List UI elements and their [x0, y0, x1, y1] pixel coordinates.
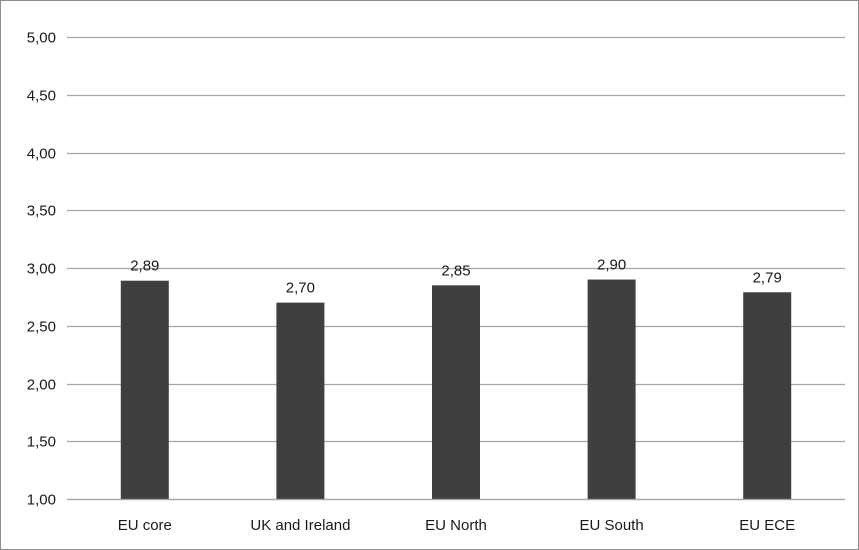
- bar: [587, 279, 636, 499]
- bar: [432, 285, 480, 499]
- bar: [120, 280, 169, 499]
- data-label: 2,89: [130, 258, 159, 275]
- y-tick-label: 1,50: [27, 434, 56, 451]
- bar: [743, 292, 792, 499]
- y-tick-label: 4,50: [27, 88, 56, 105]
- y-tick-label: 3,50: [27, 203, 56, 220]
- y-tick-label: 2,50: [27, 319, 56, 336]
- x-tick-label: EU core: [118, 517, 172, 534]
- bar: [276, 302, 325, 499]
- x-tick-label: EU ECE: [739, 517, 795, 534]
- y-tick-label: 2,00: [27, 377, 56, 394]
- data-label: 2,70: [286, 280, 315, 297]
- y-tick-label: 4,00: [27, 146, 56, 163]
- x-tick-label: EU North: [425, 517, 487, 534]
- data-label: 2,79: [753, 269, 782, 286]
- x-tick-label: UK and Ireland: [250, 517, 350, 534]
- data-label: 2,90: [597, 257, 626, 274]
- y-tick-label: 1,00: [27, 492, 56, 509]
- x-tick-label: EU South: [579, 517, 643, 534]
- y-tick-label: 3,00: [27, 261, 56, 278]
- data-label: 2,85: [441, 262, 470, 279]
- y-tick-label: 5,00: [27, 30, 56, 47]
